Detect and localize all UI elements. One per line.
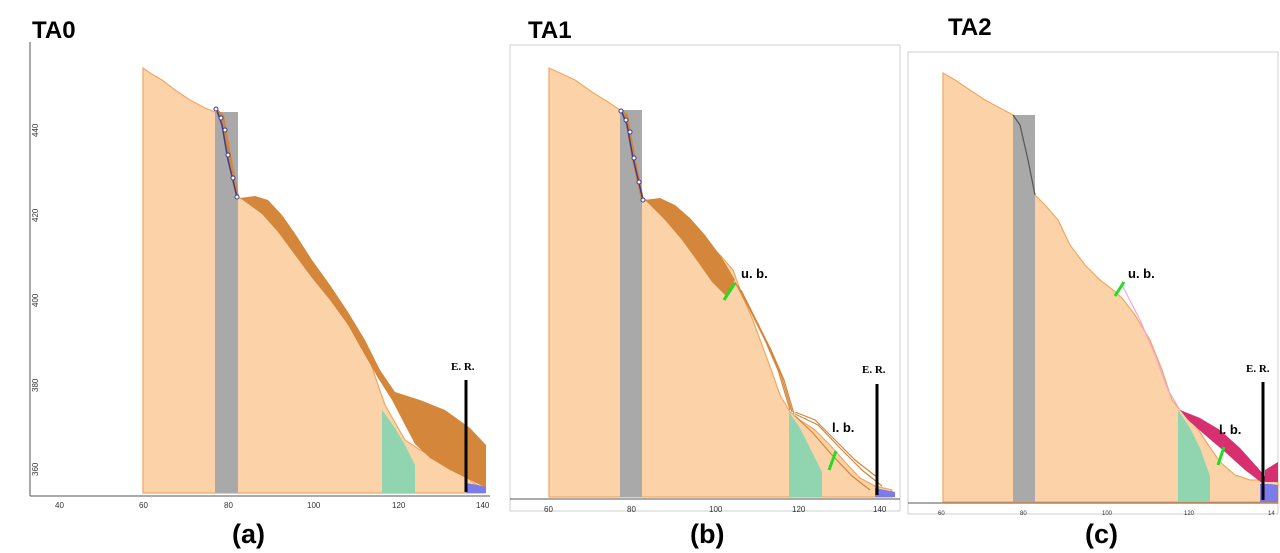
x-tick-80: 80: [1020, 511, 1027, 517]
panel-b-frame: [509, 44, 901, 512]
lower-boundary-label: l. b.: [1219, 422, 1241, 437]
flow-traces: [734, 281, 883, 491]
panel-b-caption: (b): [690, 519, 724, 549]
x-tick-120: 120: [392, 501, 406, 510]
lower-boundary-label: l. b.: [832, 420, 854, 435]
x-tick-80: 80: [224, 501, 233, 510]
deposit-band: [240, 196, 486, 488]
er-label: E. R.: [1246, 363, 1270, 375]
y-tick-labels: 360 380 400 420 440: [31, 123, 40, 476]
panel-b-title: TA1: [528, 17, 572, 44]
lower-boundary-marker: [1216, 446, 1226, 466]
initial-points: [213, 106, 240, 200]
y-tick-440: 440: [31, 123, 40, 137]
x-tick-100: 100: [307, 501, 321, 510]
panel-c: TA2 u. b. l. b. E. R. 60 80 100 120 14 (…: [907, 14, 1279, 549]
column-edge: [1012, 114, 1036, 196]
blue-zone: [875, 488, 895, 497]
er-label: E. R.: [451, 361, 475, 373]
runout-path: [1121, 284, 1181, 411]
upper-deposit: [216, 108, 239, 197]
er-label: E. R.: [862, 364, 886, 376]
upper-boundary-marker: [722, 282, 737, 301]
gray-column: [215, 112, 238, 493]
x-tick-40: 40: [55, 501, 64, 510]
x-tick-14: 14: [1268, 511, 1275, 517]
initial-line: [620, 109, 644, 201]
x-tick-60: 60: [544, 505, 553, 514]
upper-boundary-label: u. b.: [741, 266, 768, 281]
magenta-flow: [1180, 410, 1268, 483]
gray-column: [1013, 115, 1035, 502]
y-tick-400: 400: [31, 293, 40, 307]
initial-points: [618, 108, 646, 203]
panel-a: TA0 E. R. 360 380 400 420 440: [29, 17, 490, 549]
green-zone: [789, 412, 822, 497]
upper-boundary-label: u. b.: [1128, 266, 1155, 281]
x-tick-60: 60: [139, 501, 148, 510]
panel-c-caption: (c): [1085, 519, 1118, 549]
y-tick-420: 420: [31, 208, 40, 222]
x-tick-60: 60: [938, 511, 945, 517]
blue-zone: [466, 483, 486, 493]
x-tick-labels: 60 80 100 120 14: [938, 511, 1275, 517]
y-tick-360: 360: [31, 462, 40, 476]
panel-b: TA1 u. b. l. b. E. R. 60: [509, 17, 901, 549]
magenta-flow-edge: [1265, 462, 1278, 482]
upper-boundary-marker: [1113, 281, 1126, 297]
gray-column: [620, 110, 642, 497]
x-tick-labels: 40 60 80 100 120 140: [55, 501, 490, 510]
x-tick-labels: 60 80 100 120 140: [544, 505, 887, 514]
x-tick-120: 120: [792, 505, 806, 514]
green-zone: [1178, 410, 1210, 502]
panel-a-caption: (a): [232, 519, 265, 549]
x-tick-140: 140: [476, 501, 490, 510]
y-tick-380: 380: [31, 378, 40, 392]
upper-deposit-lobe: [645, 198, 735, 296]
green-zone: [382, 410, 415, 493]
x-tick-100: 100: [1102, 511, 1113, 517]
panel-c-frame: [907, 51, 1279, 515]
panel-c-title: TA2: [948, 14, 992, 41]
x-tick-100: 100: [709, 505, 723, 514]
x-tick-120: 120: [1184, 511, 1195, 517]
x-tick-80: 80: [627, 505, 636, 514]
panel-a-title: TA0: [32, 17, 76, 44]
x-tick-140: 140: [873, 505, 887, 514]
lower-boundary-marker: [827, 450, 838, 471]
